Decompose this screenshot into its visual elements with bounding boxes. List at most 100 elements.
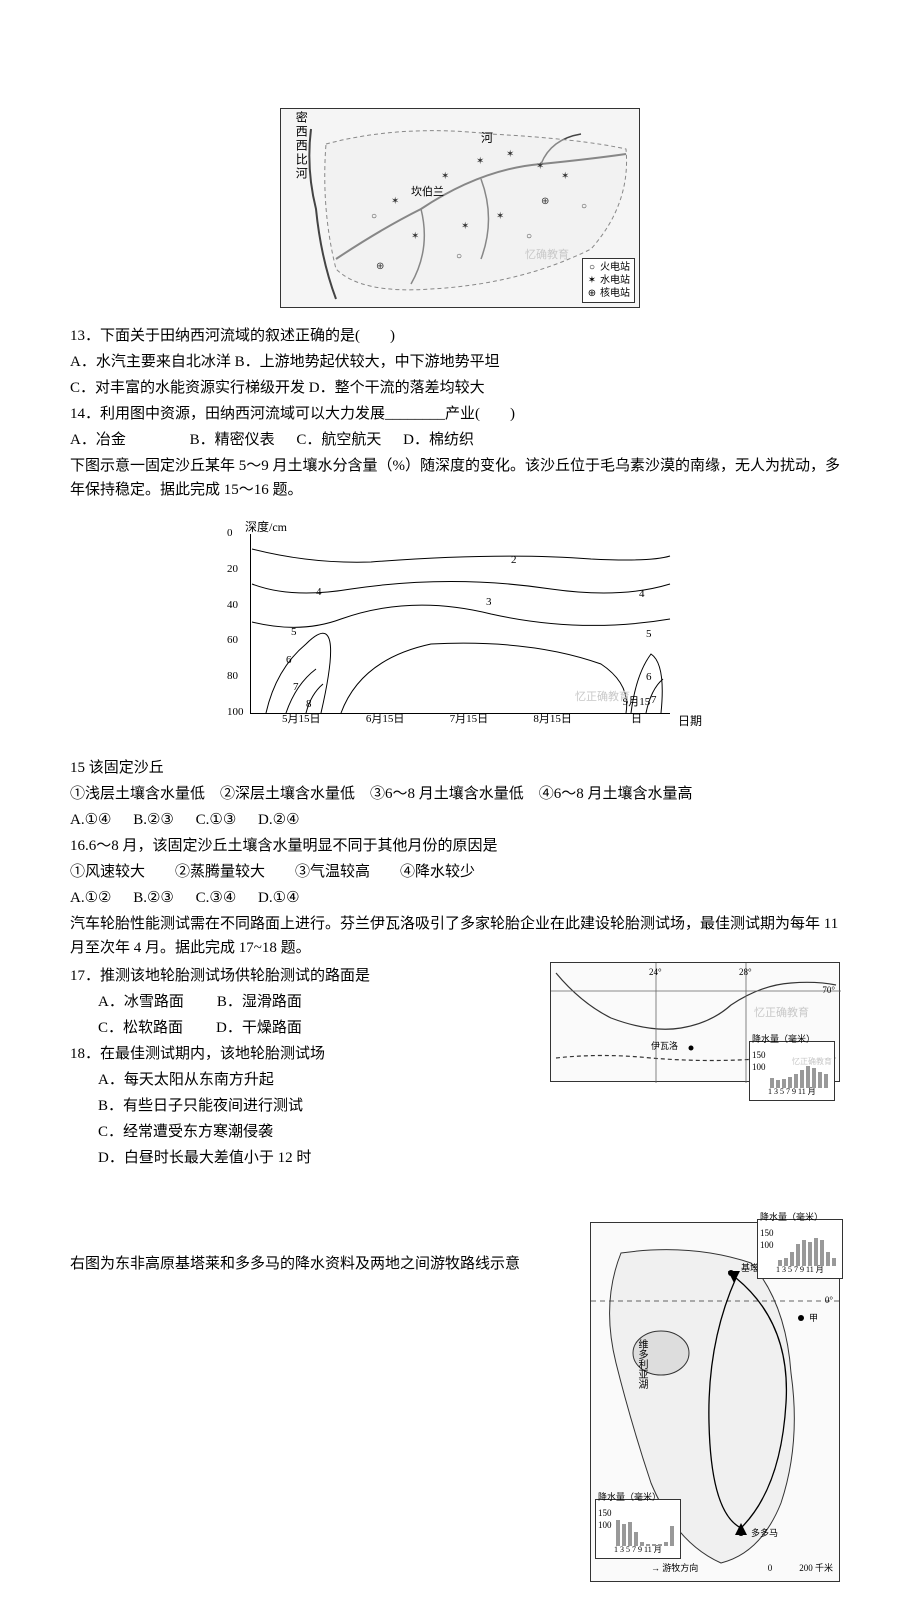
svg-text:✶: ✶ <box>441 171 449 182</box>
q17-c: C．松软路面 <box>98 1016 183 1040</box>
contour-chart: 深度/cm 日期 0 20 40 60 80 100 5月15日 6月15日 7… <box>250 534 670 714</box>
q13-b: B．上游地势起伏较大，中下游地势平坦 <box>235 354 500 370</box>
contour-val: 6 <box>646 669 652 687</box>
map-place-label: 坎伯兰 <box>411 184 444 202</box>
ytick: 80 <box>227 668 238 686</box>
q15-choices: ①浅层土壤含水量低 ②深层土壤含水量低 ③6～8 月土壤含水量低 ④6～8 月土… <box>70 782 850 806</box>
q14-a: A．冶金 <box>70 428 126 452</box>
svg-text:○: ○ <box>371 211 377 222</box>
q18-a: A．每天太阳从东南方升起 <box>70 1068 538 1092</box>
africa-map: 0° 基塔莱 多多马 维多利亚湖 甲 降水量（毫米） 150 100 1 3 5… <box>590 1222 840 1582</box>
q17-b: B．湿滑路面 <box>217 990 302 1014</box>
q13-options2: C．对丰富的水能资源实行梯级开发 D．整个干流的落差均较大 <box>70 376 850 400</box>
ytick: 60 <box>227 633 238 651</box>
q16-c: C.③④ <box>196 886 237 910</box>
watermark: 忆正确教育 <box>575 689 630 707</box>
contour-svg <box>251 534 671 714</box>
q13-options: A．水汽主要来自北冰洋 B．上游地势起伏较大，中下游地势平坦 <box>70 350 850 374</box>
watermark: 忆正确教育 <box>754 1005 809 1023</box>
equator-label: 0° <box>825 1293 833 1307</box>
svg-text:✶: ✶ <box>561 171 569 182</box>
q16-stem: 16.6～8 月，该固定沙丘土壤含水量明显不同于其他月份的原因是 <box>70 834 850 858</box>
svg-text:✶: ✶ <box>496 211 504 222</box>
tennessee-map: ✶ ✶ ✶ ✶ ✶ ✶ ✶ ✶ ✶ ○ ○ ○ ○ ⊕ ⊕ 密西西比河 坎伯兰 河 忆确教育 ○火电… <box>280 108 640 308</box>
q16-options: A.①② B.②③ C.③④ D.①④ <box>70 886 850 910</box>
contour-val: 3 <box>486 594 492 612</box>
q16-a: A.①② <box>70 886 111 910</box>
svg-text:✶: ✶ <box>506 149 514 160</box>
ytick: 100 <box>760 1238 774 1252</box>
legend-sym: ✶ <box>587 274 597 287</box>
ytick: 100 <box>752 1060 766 1074</box>
svg-text:○: ○ <box>526 231 532 242</box>
legend-text: 火电站 <box>600 261 630 274</box>
svg-text:✶: ✶ <box>391 196 399 207</box>
lat-label: 70° <box>822 983 835 997</box>
q17-options: A．冰雪路面 B．湿滑路面 C．松软路面 D．干燥路面 <box>70 990 538 1040</box>
q17-stem: 17．推测该地轮胎测试场供轮胎测试的路面是 <box>70 964 538 988</box>
xticks: 1 3 5 7 9 11 月 <box>614 1544 662 1557</box>
svg-text:○: ○ <box>581 201 587 212</box>
q15-stem: 15 该固定沙丘 <box>70 756 850 780</box>
legend-sym: ⊕ <box>587 287 597 300</box>
legend-text: 水电站 <box>600 274 630 287</box>
chart-ylabel: 降水量（毫米） <box>598 1490 661 1504</box>
q18-c: C．经常遭受东方寒潮侵袭 <box>70 1120 538 1144</box>
ytick: 40 <box>227 597 238 615</box>
xticks: 1 3 5 7 9 11 月 <box>776 1264 824 1277</box>
contour-val: 5 <box>646 626 652 644</box>
svg-text:✶: ✶ <box>461 221 469 232</box>
q15-a: A.①④ <box>70 808 111 832</box>
q18-options: A．每天太阳从东南方升起 B．有些日子只能夜间进行测试 C．经常遭受东方寒潮侵袭… <box>70 1068 538 1170</box>
q14-d: D．棉纺织 <box>403 428 474 452</box>
map-river-west-label: 密西西比河 <box>291 111 310 181</box>
contour-val: 2 <box>511 552 517 570</box>
q17-18-block: 17．推测该地轮胎测试场供轮胎测试的路面是 A．冰雪路面 B．湿滑路面 C．松软… <box>70 962 850 1172</box>
svg-text:✶: ✶ <box>411 231 419 242</box>
q14-options: A．冶金 B．精密仪表 C．航空航天 D．棉纺织 <box>70 428 850 452</box>
finland-map: 24° 28° 70° 伊瓦洛 忆正确教育 降水量（毫米） 150 100 1 … <box>550 962 840 1082</box>
intro-15-16: 下图示意一固定沙丘某年 5～9 月土壤水分含量（%）随深度的变化。该沙丘位于毛乌… <box>70 454 850 502</box>
watermark: 忆确教育 <box>525 247 569 265</box>
contour-val: 4 <box>639 586 645 604</box>
svg-text:✶: ✶ <box>536 161 544 172</box>
q14-c: C．航空航天 <box>296 428 381 452</box>
legend-item: ⊕核电站 <box>587 287 630 300</box>
place-bottom: 多多马 <box>751 1526 778 1540</box>
ytick: 0 <box>227 525 233 543</box>
lake-label: 维多利亚湖 <box>633 1339 649 1389</box>
legend-sym: ○ <box>587 261 597 274</box>
q15-options: A.①④ B.②③ C.①③ D.②④ <box>70 808 850 832</box>
xtick: 6月15日 <box>366 711 405 729</box>
q16-b: B.②③ <box>133 886 174 910</box>
q13-c: C．对丰富的水能资源实行梯级开发 <box>70 380 305 396</box>
contour-val: 7 <box>651 692 657 710</box>
q15-d: D.②④ <box>258 808 299 832</box>
q16-d: D.①④ <box>258 886 299 910</box>
q15-b: B.②③ <box>133 808 174 832</box>
q18-d: D．白昼时长最大差值小于 12 时 <box>70 1146 538 1170</box>
map-legend: ○火电站 ✶水电站 ⊕核电站 <box>582 258 635 303</box>
pt-label: 甲 <box>809 1311 818 1325</box>
xtick: 7月15日 <box>450 711 489 729</box>
svg-text:✶: ✶ <box>476 156 484 167</box>
svg-text:⊕: ⊕ <box>541 196 549 207</box>
q14-stem: 14．利用图中资源，田纳西河流域可以大力发展________产业( ) <box>70 402 850 426</box>
contour-val: 8 <box>306 696 312 714</box>
finland-map-col: 24° 28° 70° 伊瓦洛 忆正确教育 降水量（毫米） 150 100 1 … <box>550 962 850 1082</box>
ytick: 100 <box>227 704 244 722</box>
contour-val: 7 <box>293 679 299 697</box>
q16-choices: ①风速较大 ②蒸腾量较大 ③气温较高 ④降水较少 <box>70 860 850 884</box>
watermark: 忆正确教育 <box>792 1056 832 1069</box>
contour-figure: 深度/cm 日期 0 20 40 60 80 100 5月15日 6月15日 7… <box>70 510 850 748</box>
chart-ylabel: 降水量（毫米） <box>760 1210 823 1224</box>
q14-b: B．精密仪表 <box>190 428 275 452</box>
legend-arrow: → 游牧方向 <box>651 1561 698 1575</box>
legend-item: ○火电站 <box>587 261 630 274</box>
chart-xlabel: 日期 <box>678 712 702 731</box>
precip-inset: 降水量（毫米） 150 100 1 3 5 7 9 11 月 忆正确教育 <box>749 1041 835 1101</box>
map-river-north-label: 河 <box>481 129 493 148</box>
contour-val: 6 <box>286 652 292 670</box>
ytick: 100 <box>598 1518 612 1532</box>
chart-ylabel: 降水量（毫米） <box>752 1032 815 1046</box>
